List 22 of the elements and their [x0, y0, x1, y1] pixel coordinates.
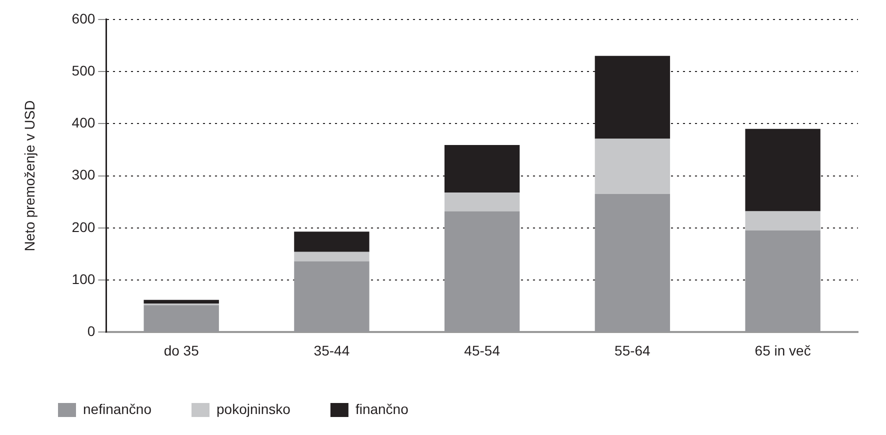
bar: [594, 138, 670, 194]
bar: [294, 252, 370, 262]
bar: [144, 300, 219, 304]
y-tick-label: 400: [72, 114, 96, 131]
y-tick-label: 100: [72, 270, 96, 287]
x-tick-label: do 35: [164, 342, 200, 358]
y-tick-label: 200: [72, 218, 96, 235]
x-tick-label: 65 in več: [754, 342, 811, 358]
bar: [444, 192, 520, 212]
x-tick-label: 45-54: [464, 342, 500, 358]
x-tick-label: 55-64: [614, 342, 651, 358]
bar: [745, 211, 820, 231]
legend-label: nefinančno: [83, 400, 152, 417]
legend-label: pokojninsko: [216, 400, 291, 417]
legend-label: finančno: [355, 400, 409, 417]
x-tick-label: 35-44: [314, 342, 350, 358]
y-tick-label: 500: [72, 62, 96, 78]
y-tick-label: 300: [72, 166, 96, 183]
y-tick-label: 600: [72, 10, 96, 26]
bar: [294, 232, 370, 252]
y-tick-label: 0: [87, 323, 96, 340]
y-axis-title: Neto premoženje v USD: [21, 100, 38, 252]
